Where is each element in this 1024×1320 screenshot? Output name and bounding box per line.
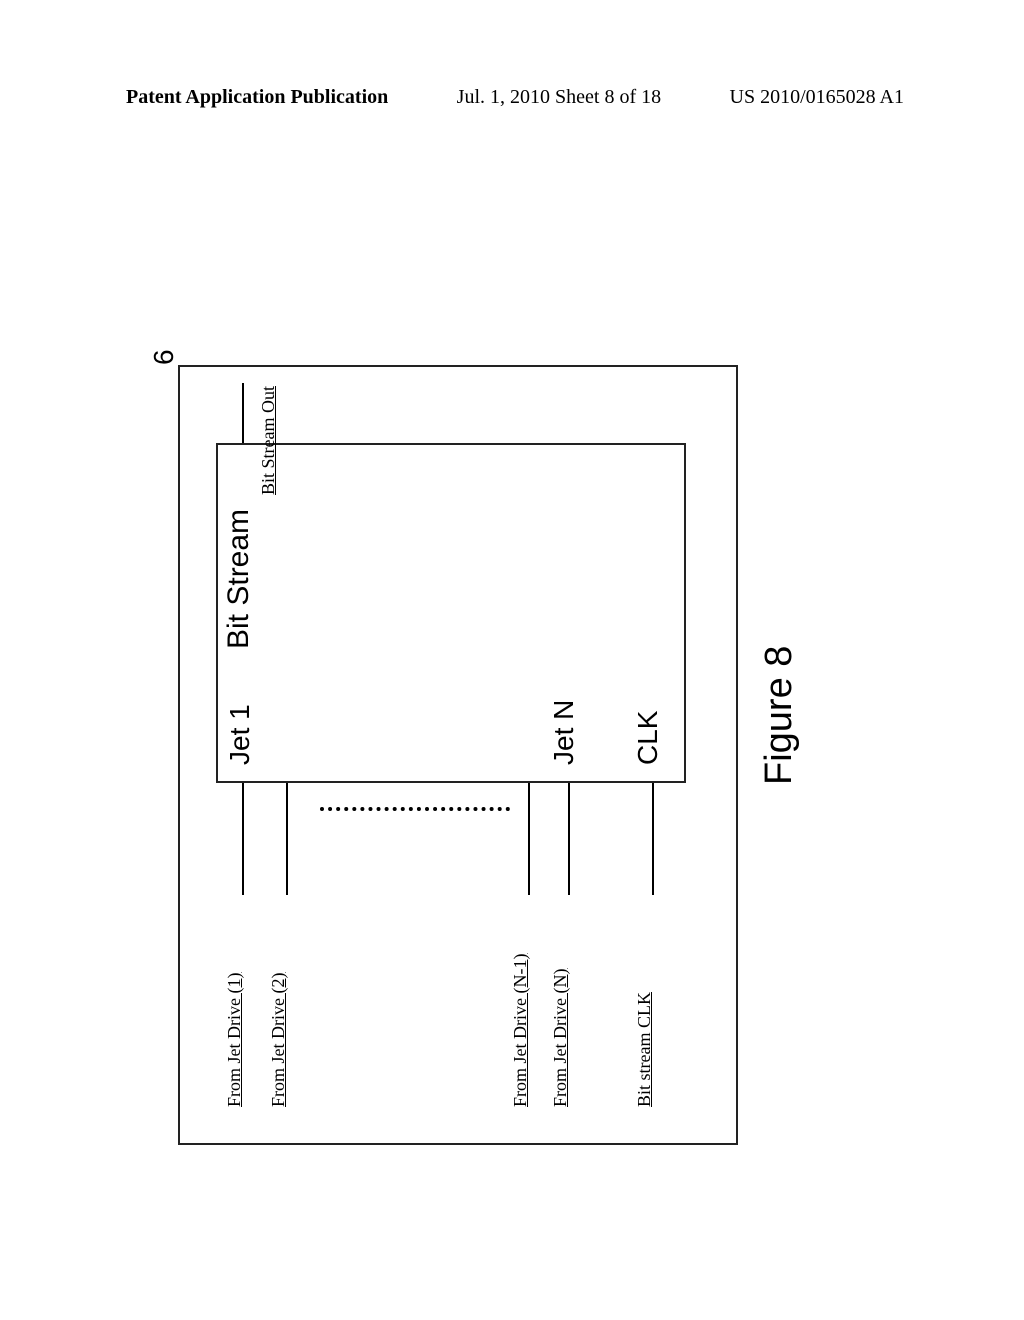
wire-out (242, 383, 244, 443)
input-label-4: From Jet Drive (N) (550, 969, 571, 1107)
dotted-continuation (320, 807, 510, 811)
header-center: Jul. 1, 2010 Sheet 8 of 18 (457, 86, 661, 109)
figure-caption: Figure 8 (758, 646, 801, 785)
page-header: Patent Application Publication Jul. 1, 2… (0, 86, 1024, 109)
input-label-clk: Bit stream CLK (634, 992, 655, 1107)
wire-in-4 (568, 783, 570, 895)
block-number: 6 (148, 349, 180, 365)
wire-in-2 (286, 783, 288, 895)
input-label-1: From Jet Drive (1) (224, 973, 245, 1107)
output-label: Bit Stream Out (258, 386, 279, 495)
wire-in-1 (242, 783, 244, 895)
header-right: US 2010/0165028 A1 (730, 86, 904, 109)
inner-label-jet1: Jet 1 (224, 704, 256, 765)
wire-in-clk (652, 783, 654, 895)
diagram-outer-box: From Jet Drive (1) From Jet Drive (2) Fr… (178, 365, 738, 1145)
header-left: Patent Application Publication (126, 86, 388, 109)
bitstream-block (216, 443, 686, 783)
inner-label-clk: CLK (632, 711, 664, 765)
figure-rotated: 6 From Jet Drive (1) From Jet Drive (2) … (158, 225, 858, 1165)
input-label-2: From Jet Drive (2) (268, 973, 289, 1107)
figure-container: 6 From Jet Drive (1) From Jet Drive (2) … (158, 225, 858, 1165)
inner-label-bitstream: Bit Stream (222, 509, 256, 649)
input-label-3: From Jet Drive (N-1) (510, 954, 531, 1107)
wire-in-3 (528, 783, 530, 895)
inner-label-jetN: Jet N (548, 700, 580, 765)
